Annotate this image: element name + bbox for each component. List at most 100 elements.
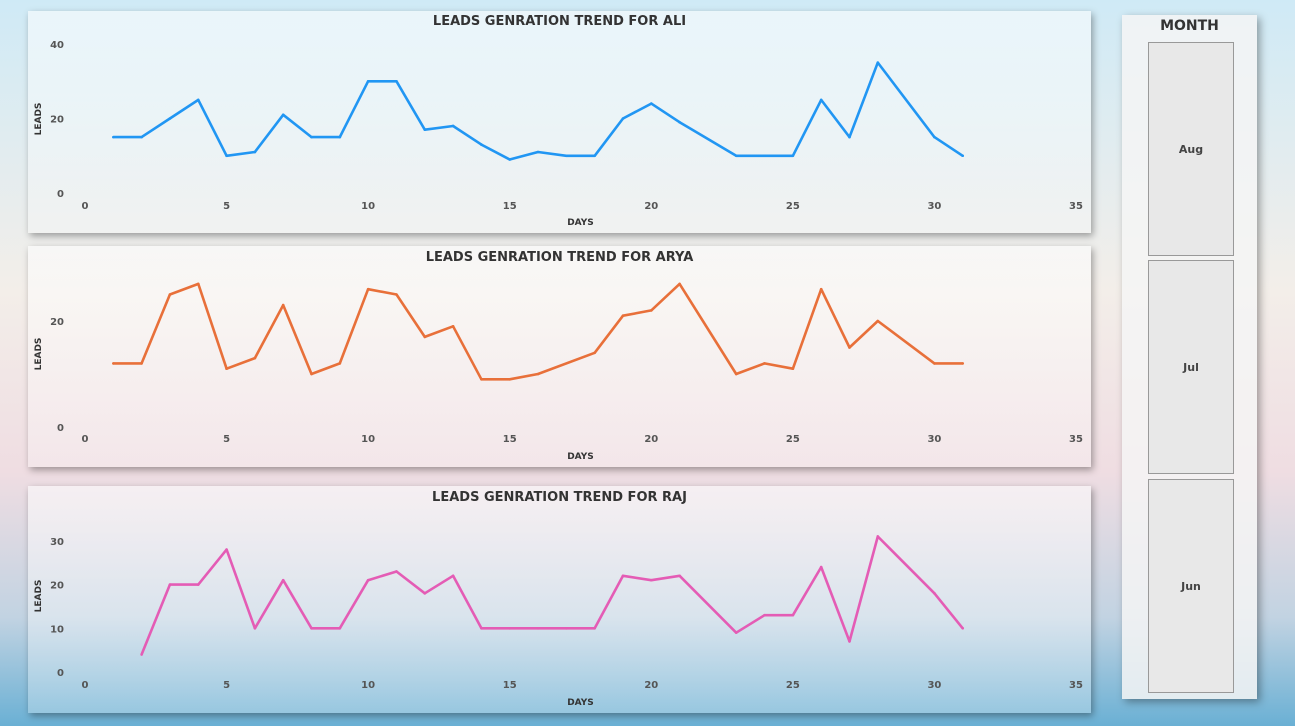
data-point [593, 626, 596, 630]
data-point [112, 362, 115, 365]
x-tick-label: 25 [786, 201, 800, 212]
data-point [819, 565, 823, 569]
x-tick-label: 25 [786, 680, 800, 691]
data-point [876, 535, 880, 538]
data-point [168, 117, 172, 120]
data-point [734, 154, 738, 158]
data-point [876, 319, 880, 323]
x-tick-label: 35 [1069, 201, 1083, 212]
data-point [536, 150, 540, 154]
data-point [819, 287, 823, 291]
data-point [253, 356, 257, 360]
chart-card-ali: LEADS GENRATION TREND FOR ALI 0 20 40 0 5 10 15… [28, 11, 1091, 233]
data-point [225, 154, 228, 158]
data-point [763, 613, 766, 617]
data-point [933, 135, 936, 139]
x-axis-label: DAYS [567, 698, 594, 708]
data-point [734, 631, 738, 634]
data-point [423, 592, 427, 595]
series-line [113, 282, 963, 381]
data-point [961, 626, 965, 630]
data-point [876, 61, 880, 64]
data-point [649, 309, 653, 312]
data-point [593, 351, 596, 355]
x-tick-label: 15 [503, 680, 517, 691]
data-point [791, 367, 795, 370]
slicer-item-aug[interactable]: Aug [1148, 42, 1234, 256]
y-tick-label: 40 [50, 40, 64, 51]
data-point [168, 293, 172, 296]
chart-title: LEADS GENRATION TREND FOR RAJ [432, 490, 687, 505]
x-tick-label: 20 [644, 434, 658, 445]
chart-card-raj: LEADS GENRATION TREND FOR RAJ 0 10 20 30 0 5 10… [28, 486, 1091, 713]
slicer-item-jun[interactable]: Jun [1148, 479, 1234, 693]
series-line [113, 61, 964, 161]
data-point [791, 613, 795, 617]
data-point [451, 325, 455, 328]
data-point [395, 293, 398, 296]
data-point [848, 135, 851, 139]
data-point [961, 362, 965, 365]
data-point [593, 154, 596, 158]
data-point [480, 143, 483, 146]
data-point [310, 372, 313, 376]
data-point [423, 128, 427, 131]
data-point [395, 79, 398, 83]
data-point [508, 626, 512, 630]
x-tick-label: 10 [361, 434, 375, 445]
data-point [933, 592, 936, 595]
x-tick-label: 0 [82, 434, 89, 445]
data-point [763, 154, 766, 158]
series-line [140, 535, 964, 655]
data-point [536, 626, 540, 630]
data-point [791, 154, 795, 158]
data-point [366, 79, 370, 83]
data-point [112, 135, 115, 139]
line-chart-arya: LEADS GENRATION TREND FOR ARYA 0 20 0 5 10 15 2… [34, 250, 1083, 462]
data-point [508, 378, 512, 381]
x-tick-label: 15 [503, 201, 517, 212]
data-point [933, 362, 936, 365]
x-tick-label: 25 [786, 434, 800, 445]
data-point [565, 626, 568, 630]
y-tick-label: 20 [50, 115, 64, 126]
data-point [338, 626, 342, 630]
y-tick-label: 10 [50, 624, 64, 635]
y-tick-label: 0 [57, 668, 64, 679]
x-tick-label: 35 [1069, 680, 1083, 691]
data-point [848, 346, 851, 349]
data-point [734, 372, 738, 376]
x-tick-label: 30 [927, 201, 941, 212]
x-tick-label: 15 [503, 434, 517, 445]
data-point [649, 578, 653, 582]
x-tick-label: 20 [644, 201, 658, 212]
x-tick-label: 10 [361, 680, 375, 691]
y-tick-label: 20 [50, 581, 64, 592]
data-point [225, 367, 228, 370]
data-point [310, 135, 313, 139]
y-tick-label: 20 [50, 317, 64, 328]
data-point [621, 117, 625, 120]
data-point [423, 335, 427, 339]
data-point [140, 653, 143, 656]
x-axis-label: DAYS [567, 218, 594, 228]
x-tick-label: 35 [1069, 434, 1083, 445]
data-point [536, 372, 540, 376]
data-point [366, 578, 370, 582]
slicer-item-jul[interactable]: Jul [1148, 260, 1234, 474]
x-axis-label: DAYS [567, 452, 594, 462]
data-point [140, 362, 143, 365]
data-point [621, 314, 625, 317]
x-tick-label: 5 [223, 201, 230, 212]
data-point [225, 548, 228, 551]
data-point [253, 626, 257, 630]
data-point [678, 574, 681, 578]
data-point [848, 640, 851, 643]
data-point [678, 120, 681, 124]
data-point [451, 574, 455, 578]
slicer-title: MONTH [1160, 18, 1219, 34]
x-tick-label: 5 [223, 434, 230, 445]
data-point [621, 574, 625, 578]
data-point [366, 287, 370, 291]
data-point [508, 158, 512, 161]
